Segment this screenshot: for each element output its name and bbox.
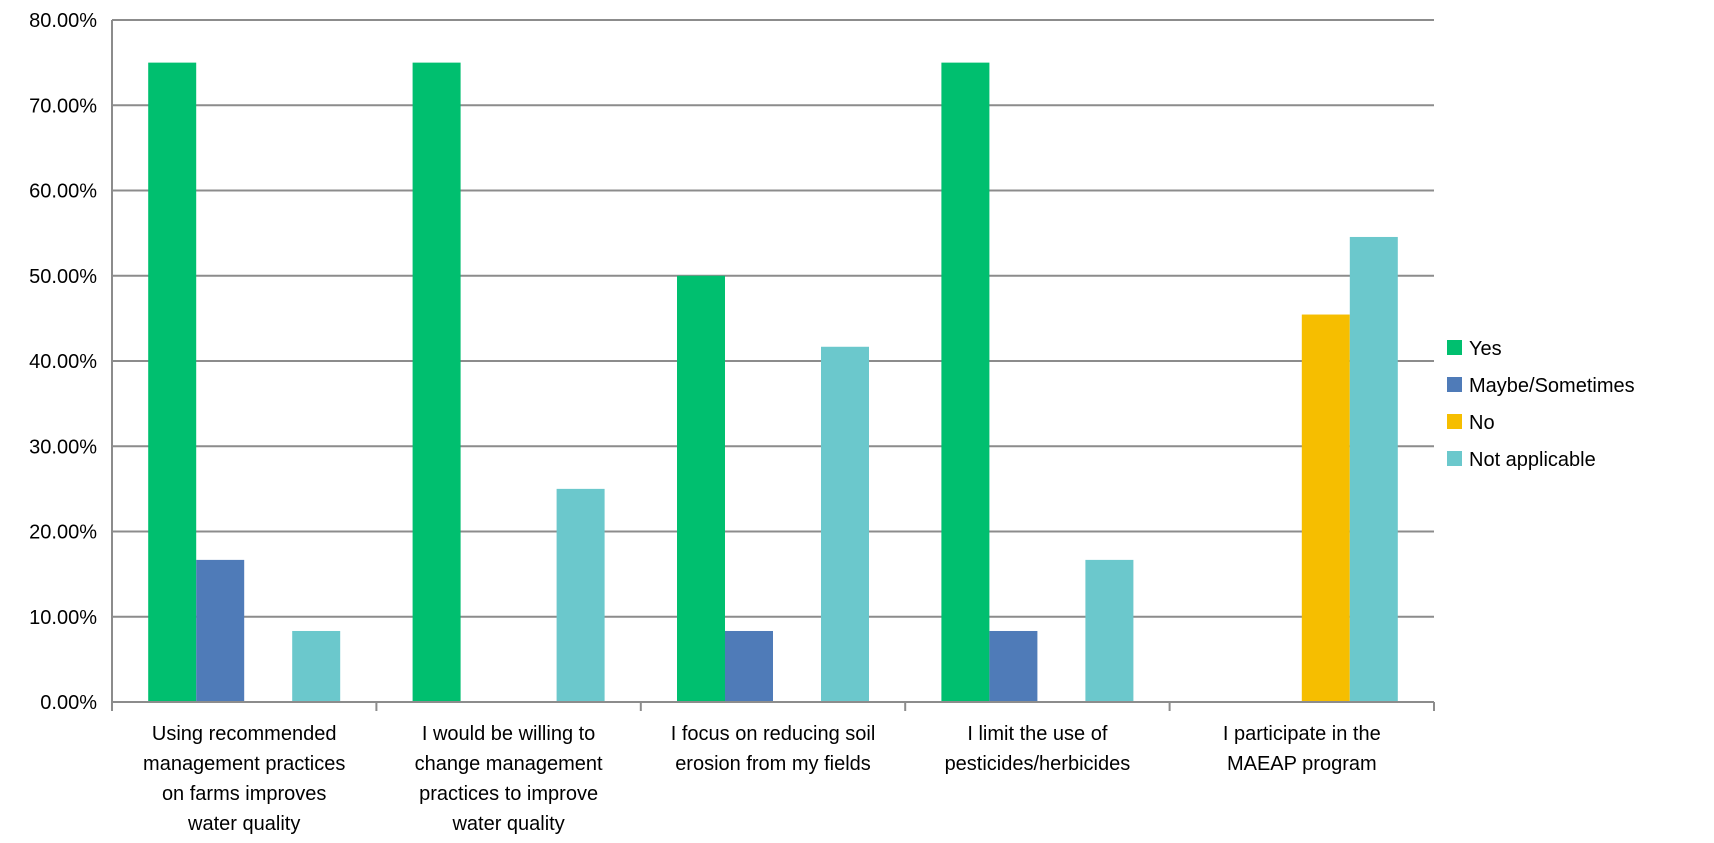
x-tick-label: water quality: [187, 813, 300, 835]
legend-label: No: [1469, 412, 1495, 434]
y-tick-label: 60.00%: [29, 181, 97, 203]
bar: [196, 559, 245, 702]
axes: 0.00% 10.00% 20.00% 30.00% 40.00% 50.00% 60.00…: [29, 10, 1435, 835]
x-tick-label: I focus on reducing soil: [671, 723, 876, 745]
x-tick-label: I limit the use of: [967, 723, 1108, 745]
legend-swatch: [1447, 340, 1462, 355]
bar: [1085, 559, 1134, 702]
x-tick-label: change management: [415, 753, 603, 775]
bar: [1349, 236, 1398, 702]
legend-swatch: [1447, 451, 1462, 466]
legend-label: Not applicable: [1469, 449, 1596, 471]
y-tick-label: 80.00%: [29, 10, 97, 32]
x-tick-label: water quality: [451, 813, 564, 835]
x-tick-label: I participate in the: [1223, 723, 1381, 745]
x-tick-label: practices to improve: [419, 783, 598, 805]
bar: [292, 630, 341, 702]
legend-swatch: [1447, 414, 1462, 429]
bar: [148, 62, 197, 702]
bar: [941, 62, 990, 702]
y-tick-label: 40.00%: [29, 351, 97, 373]
bar: [821, 346, 869, 702]
bars: [148, 62, 1398, 702]
legend-label: Yes: [1469, 338, 1502, 360]
x-tick-label: MAEAP program: [1227, 753, 1377, 775]
bar: [725, 630, 773, 702]
x-tick-label: pesticides/herbicides: [945, 753, 1131, 775]
x-tick-label: erosion from my fields: [675, 753, 871, 775]
bar: [412, 62, 461, 702]
legend-label: Maybe/Sometimes: [1469, 375, 1635, 397]
y-tick-label: 70.00%: [29, 95, 97, 117]
bar: [1301, 314, 1350, 702]
bar: [556, 488, 605, 702]
y-tick-label: 50.00%: [29, 266, 97, 288]
x-tick-label: management practices: [143, 753, 345, 775]
legend: Yes Maybe/Sometimes No Not applicable: [1447, 338, 1635, 471]
x-tick-label: Using recommended: [152, 723, 337, 745]
y-tick-label: 0.00%: [40, 692, 97, 714]
x-tick-label: on farms improves: [162, 783, 327, 805]
bar: [677, 275, 725, 702]
y-tick-label: 30.00%: [29, 436, 97, 458]
bar: [989, 630, 1038, 702]
y-tick-label: 20.00%: [29, 522, 97, 544]
gridlines: [112, 19, 1434, 703]
x-tick-label: I would be willing to: [422, 723, 595, 745]
y-tick-label: 10.00%: [29, 607, 97, 629]
legend-swatch: [1447, 377, 1462, 392]
